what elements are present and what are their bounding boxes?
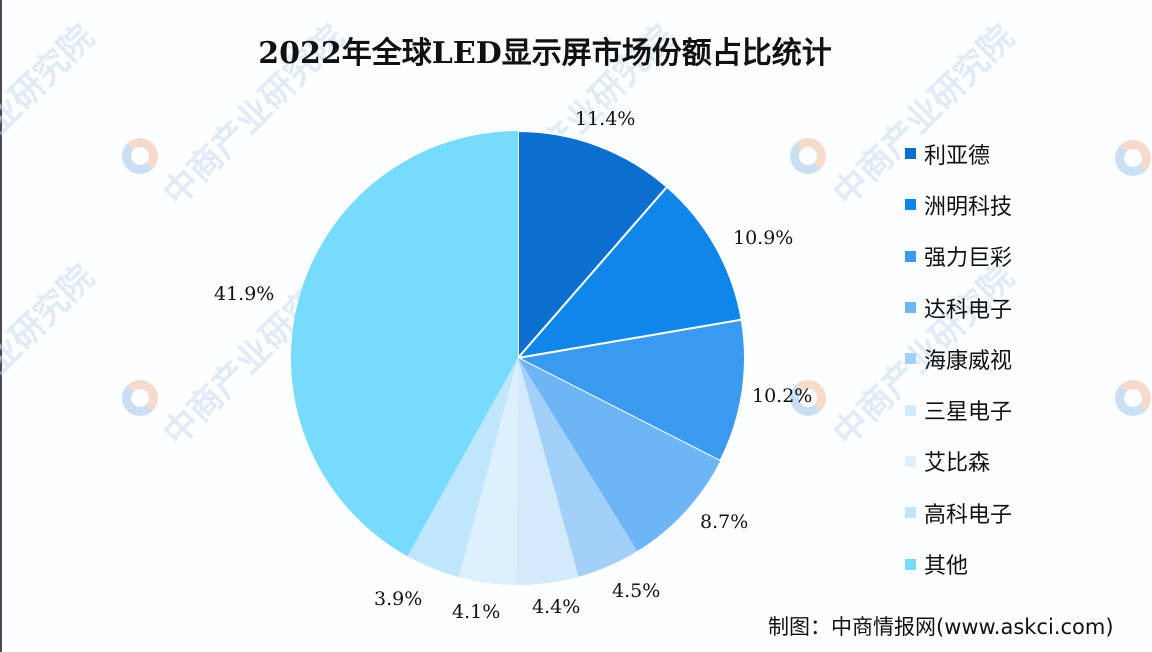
data-label-gaoke: 3.9% <box>374 588 423 610</box>
chart-title: 2022年全球LED显示屏市场份额占比统计 <box>258 36 832 71</box>
pie-slice-7 <box>407 358 518 578</box>
legend-swatch <box>905 404 916 416</box>
pie-slice-8 <box>290 130 518 557</box>
legend-swatch <box>905 507 916 519</box>
pie-slice-6 <box>458 358 518 585</box>
legend-item-hikvision: 海康威视 <box>905 333 1012 384</box>
legend: 利亚德 洲明科技 强力巨彩 达科电子 海康威视 三星电子 艾比森 高科电子 其他 <box>905 128 1012 590</box>
watermark-logo-icon <box>790 138 826 174</box>
data-label-liyade: 11.4% <box>575 108 636 130</box>
legend-item-other: 其他 <box>905 538 1012 589</box>
pie-slice-0 <box>517 129 669 361</box>
pie-slice-4 <box>518 358 638 577</box>
pie-slice-2 <box>514 318 746 463</box>
data-label-qiangli: 10.2% <box>752 385 813 407</box>
data-label-other: 41.9% <box>214 283 275 305</box>
legend-swatch <box>905 558 916 570</box>
watermark-logo-icon <box>1115 380 1151 416</box>
watermark-logo-icon <box>122 380 158 416</box>
legend-item-zhouming: 洲明科技 <box>905 179 1012 230</box>
legend-item-samsung: 三星电子 <box>905 384 1012 435</box>
pie-slice-5 <box>516 358 579 585</box>
legend-item-liyade: 利亚德 <box>905 128 1012 179</box>
legend-item-qiangli: 强力巨彩 <box>905 231 1012 282</box>
watermark-logo-icon <box>1115 140 1151 176</box>
data-label-hikvision: 4.5% <box>612 580 661 602</box>
legend-swatch <box>905 250 916 262</box>
data-label-absen: 4.1% <box>452 601 501 623</box>
data-label-zhouming: 10.9% <box>733 227 794 249</box>
legend-item-absen: 艾比森 <box>905 436 1012 487</box>
legend-swatch <box>905 148 916 160</box>
pie-slice-3 <box>518 358 721 552</box>
legend-swatch <box>905 302 916 314</box>
legend-item-gaoke: 高科电子 <box>905 487 1012 538</box>
watermark-logo-icon <box>790 380 826 416</box>
pie-slice-1 <box>515 185 743 360</box>
legend-swatch <box>905 455 916 467</box>
legend-swatch <box>905 199 916 211</box>
data-label-dake: 8.7% <box>700 511 749 533</box>
data-label-samsung: 4.4% <box>532 596 581 618</box>
watermark-logo-icon <box>122 138 158 174</box>
legend-item-dake: 达科电子 <box>905 282 1012 333</box>
source-note: 制图：中商情报网(www.askci.com) <box>768 615 1114 639</box>
legend-swatch <box>905 353 916 365</box>
